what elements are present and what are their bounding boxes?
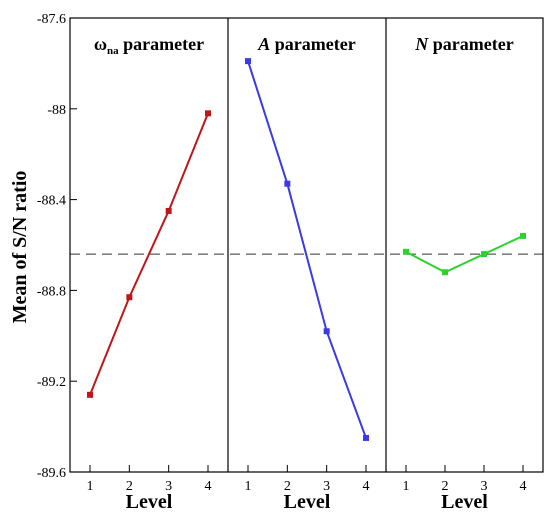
panel-title: A parameter: [257, 34, 355, 54]
series-layer: [87, 58, 526, 441]
x-tick-label: 1: [87, 479, 94, 494]
x-axis-label: Level: [126, 491, 173, 513]
x-tick-label: 2: [284, 479, 291, 494]
panel-title-subscript: na: [107, 45, 119, 57]
data-point: [205, 110, 211, 117]
data-point: [245, 58, 251, 65]
x-tick-label: 2: [126, 479, 133, 494]
x-tick-label: 1: [403, 479, 410, 494]
data-point: [323, 328, 330, 335]
series-line: [247, 60, 367, 439]
y-axis-label: Mean of S/N ratio: [9, 171, 31, 324]
x-axis-label: Level: [284, 491, 331, 513]
x-tick-label: 4: [205, 479, 212, 494]
y-tick-label: -89.2: [37, 375, 66, 390]
panel-title: N parameter: [414, 34, 513, 54]
x-tick-label: 3: [323, 479, 330, 494]
data-point: [442, 269, 448, 276]
data-point: [363, 434, 369, 441]
panel-title: ωna parameter: [94, 34, 204, 57]
x-tick-label: 2: [442, 479, 449, 494]
panel-title-symbol: A: [257, 34, 270, 54]
data-point: [165, 207, 172, 214]
y-tick-label: -89.6: [37, 466, 66, 481]
plot-frame: [69, 17, 544, 473]
panel-title-symbol: N: [414, 34, 429, 54]
data-point: [87, 391, 93, 398]
data-point: [520, 232, 526, 239]
x-tick-label: 4: [520, 479, 527, 494]
series-line: [89, 112, 209, 396]
y-tick-label: -88.8: [37, 284, 66, 299]
panel-title-text: parameter: [119, 34, 204, 54]
y-tick-label: -87.6: [37, 12, 66, 27]
panel-title-symbol: ω: [94, 34, 107, 54]
data-point: [403, 248, 409, 255]
data-point: [481, 251, 487, 258]
data-point: [284, 180, 291, 187]
x-tick-label: 3: [481, 479, 488, 494]
panel-title-text: parameter: [270, 34, 355, 54]
y-tick-label: -88: [47, 103, 66, 118]
x-tick-label: 3: [165, 479, 172, 494]
y-tick-label: -88.4: [37, 194, 66, 209]
frame-layer: [69, 17, 544, 473]
series-line: [405, 235, 524, 274]
data-point: [126, 294, 133, 301]
axis-layer: -87.6 -88 -88.4 -88.8 -89.2 -89.6 1 2 3 4 Level 1 2 3…: [37, 12, 527, 513]
panel-title-text: parameter: [428, 34, 513, 54]
panels-layer: ωna parameter A parameter N parameter: [94, 34, 514, 57]
x-tick-label: 1: [245, 479, 252, 494]
x-axis-label: Level: [441, 491, 488, 513]
x-tick-label: 4: [363, 479, 370, 494]
